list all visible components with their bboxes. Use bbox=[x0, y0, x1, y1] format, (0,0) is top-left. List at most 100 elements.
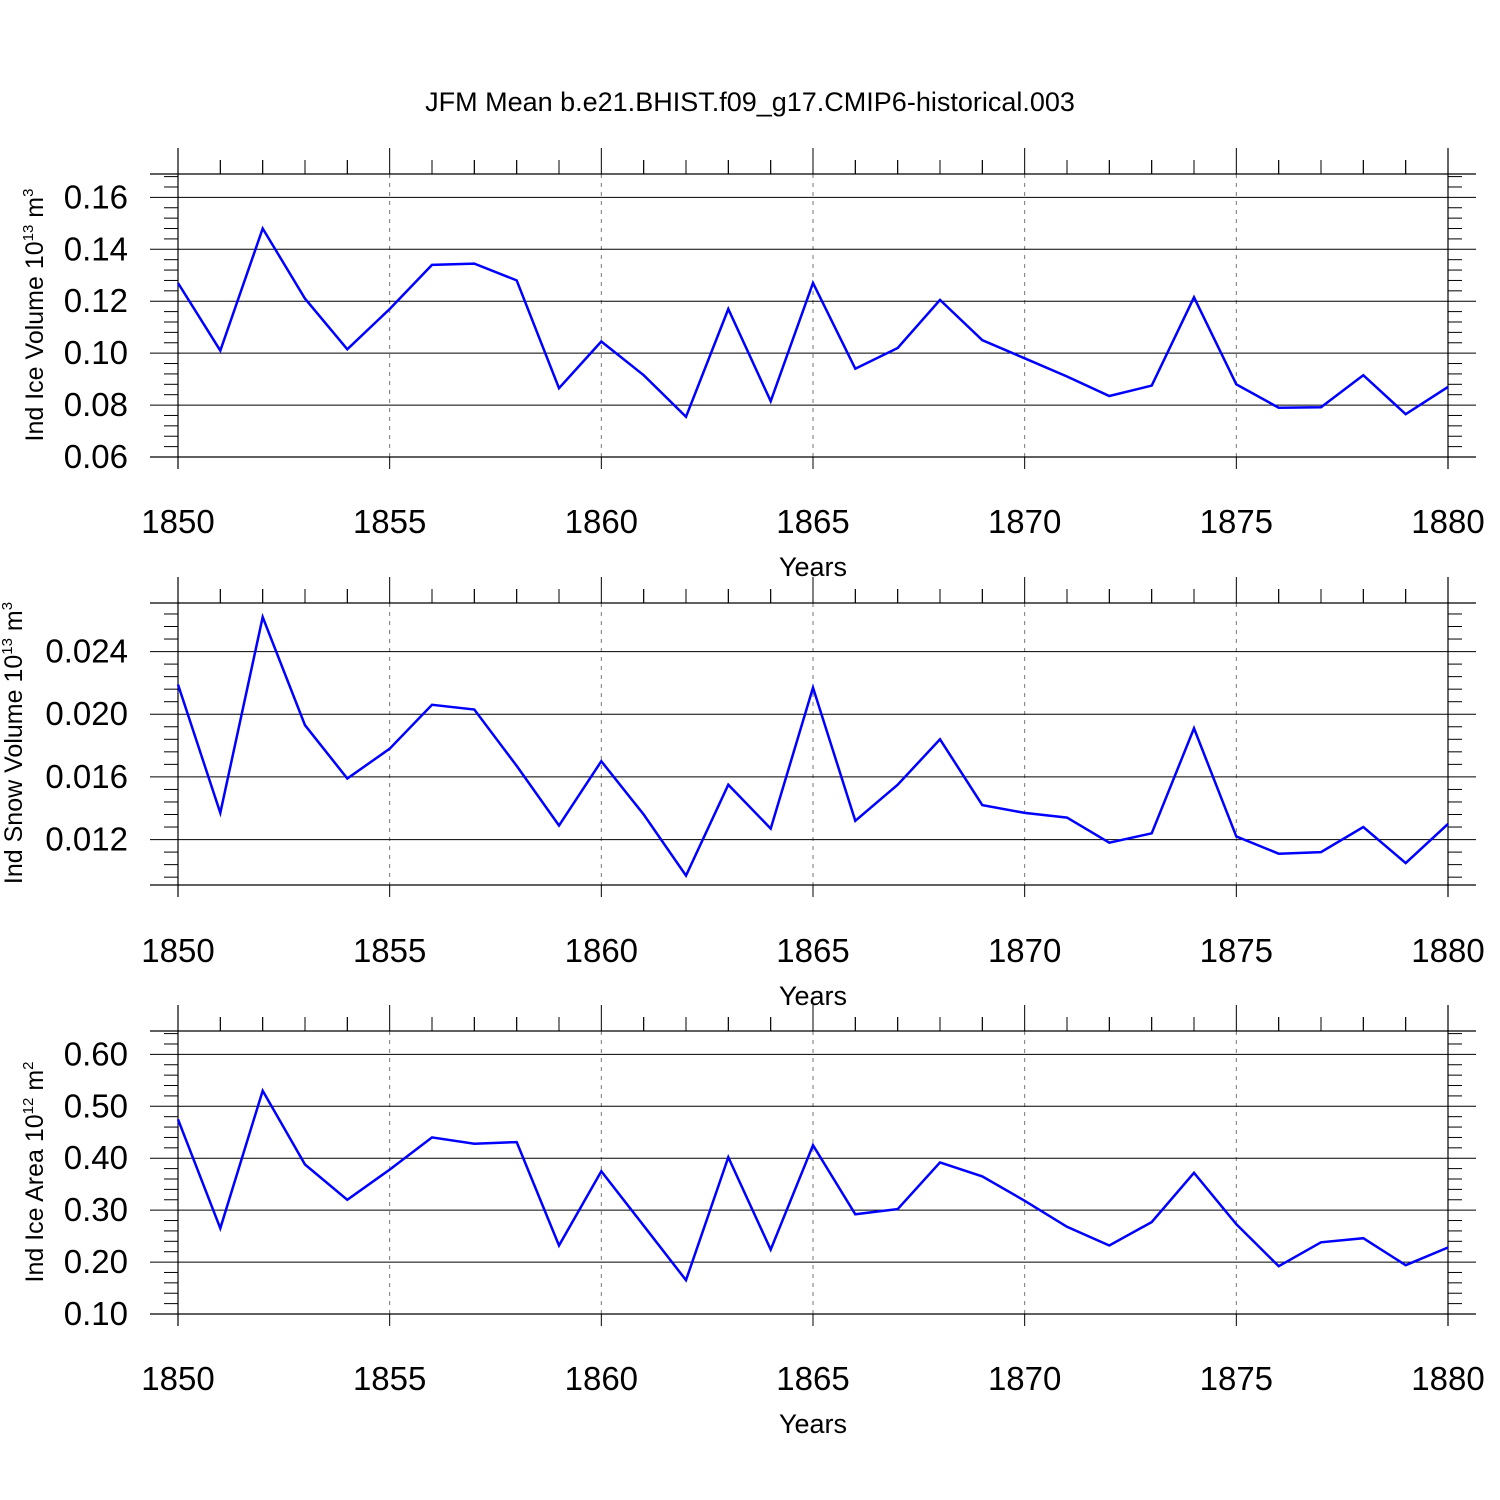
data-point bbox=[1320, 851, 1322, 853]
data-point bbox=[770, 400, 772, 402]
data-point bbox=[981, 339, 983, 341]
data-point bbox=[516, 279, 518, 281]
series-line bbox=[176, 1087, 1449, 1283]
y-tick-label: 0.20 bbox=[64, 1243, 128, 1280]
x-tick-label: 1865 bbox=[776, 503, 849, 540]
data-point bbox=[812, 687, 814, 689]
data-point bbox=[1278, 407, 1280, 409]
data-point bbox=[854, 1213, 856, 1215]
y-tick-label: 0.012 bbox=[45, 821, 128, 858]
data-point bbox=[1066, 1226, 1068, 1228]
data-point bbox=[1024, 357, 1026, 359]
data-point bbox=[389, 1169, 391, 1171]
data-point bbox=[389, 308, 391, 310]
data-point bbox=[897, 347, 899, 349]
data-point bbox=[1447, 386, 1449, 388]
data-point bbox=[685, 1279, 687, 1281]
data-point bbox=[1320, 1241, 1322, 1243]
data-point bbox=[1362, 1237, 1364, 1239]
data-point bbox=[262, 228, 264, 230]
data-point bbox=[346, 1199, 348, 1201]
data-point bbox=[1235, 383, 1237, 385]
y-tick-label: 0.50 bbox=[64, 1087, 128, 1124]
x-tick-label: 1850 bbox=[141, 503, 214, 540]
y-tick-label: 0.10 bbox=[64, 1295, 128, 1332]
data-point bbox=[770, 1249, 772, 1251]
data-point bbox=[516, 1141, 518, 1143]
y-axis-label: Ind Ice Volume 1013 m3 bbox=[20, 189, 49, 442]
data-point bbox=[1278, 1265, 1280, 1267]
data-point bbox=[981, 1175, 983, 1177]
data-point bbox=[262, 616, 264, 618]
x-tick-label: 1880 bbox=[1411, 1360, 1484, 1397]
x-tick-label: 1880 bbox=[1411, 932, 1484, 969]
data-point bbox=[643, 1225, 645, 1227]
data-point bbox=[304, 1163, 306, 1165]
x-tick-label: 1865 bbox=[776, 932, 849, 969]
data-point bbox=[981, 804, 983, 806]
y-tick-label: 0.60 bbox=[64, 1035, 128, 1072]
chart-panel-1: 0.06 0.08 0.10 0.12 0.14 0.16 1850 1855 1860 1865… bbox=[20, 148, 1485, 582]
x-tick-label: 1875 bbox=[1200, 503, 1273, 540]
data-point bbox=[1151, 385, 1153, 387]
data-point bbox=[685, 875, 687, 877]
data-point bbox=[1362, 374, 1364, 376]
data-point bbox=[600, 760, 602, 762]
x-axis-label: Years bbox=[779, 1409, 847, 1439]
x-tick-label: 1860 bbox=[565, 932, 638, 969]
data-point bbox=[1108, 842, 1110, 844]
data-point bbox=[1362, 826, 1364, 828]
data-point bbox=[177, 683, 179, 685]
x-tick-label: 1850 bbox=[141, 1360, 214, 1397]
data-point bbox=[1024, 1200, 1026, 1202]
data-point bbox=[812, 282, 814, 284]
x-tick-label: 1860 bbox=[565, 503, 638, 540]
data-point bbox=[346, 348, 348, 350]
data-point bbox=[304, 298, 306, 300]
data-point bbox=[1405, 862, 1407, 864]
data-point bbox=[177, 282, 179, 284]
data-point bbox=[854, 368, 856, 370]
data-point bbox=[558, 1244, 560, 1246]
data-point bbox=[262, 1090, 264, 1092]
data-point bbox=[558, 824, 560, 826]
data-point bbox=[1278, 853, 1280, 855]
x-tick-label: 1870 bbox=[988, 503, 1061, 540]
data-point bbox=[727, 308, 729, 310]
data-point bbox=[1320, 406, 1322, 408]
data-point bbox=[812, 1144, 814, 1146]
data-point bbox=[685, 416, 687, 418]
y-tick-label: 0.40 bbox=[64, 1139, 128, 1176]
data-point bbox=[431, 704, 433, 706]
y-tick-label: 0.10 bbox=[64, 334, 128, 371]
data-point bbox=[304, 724, 306, 726]
y-tick-label: 0.06 bbox=[64, 438, 128, 475]
data-point bbox=[1235, 835, 1237, 837]
y-tick-label: 0.14 bbox=[64, 230, 128, 267]
data-point bbox=[643, 814, 645, 816]
data-point bbox=[1447, 1247, 1449, 1249]
data-point bbox=[939, 738, 941, 740]
y-axis-label: Ind Ice Area 1012 m2 bbox=[20, 1062, 49, 1283]
y-tick-label: 0.020 bbox=[45, 695, 128, 732]
x-tick-label: 1870 bbox=[988, 1360, 1061, 1397]
data-point bbox=[177, 1118, 179, 1120]
data-point bbox=[727, 784, 729, 786]
y-tick-label: 0.08 bbox=[64, 386, 128, 423]
data-point bbox=[473, 263, 475, 265]
series-line bbox=[176, 225, 1449, 420]
data-point bbox=[854, 820, 856, 822]
data-point bbox=[600, 340, 602, 342]
x-tick-label: 1875 bbox=[1200, 932, 1273, 969]
data-point bbox=[431, 264, 433, 266]
data-point bbox=[219, 350, 221, 352]
data-point bbox=[939, 299, 941, 301]
data-point bbox=[431, 1136, 433, 1138]
chart-panel-3: 0.10 0.20 0.30 0.40 0.50 0.60 1850 1855 1860 1865… bbox=[20, 1005, 1485, 1439]
data-point bbox=[1066, 817, 1068, 819]
x-tick-label: 1855 bbox=[353, 932, 426, 969]
x-tick-label: 1880 bbox=[1411, 503, 1484, 540]
data-point bbox=[473, 1143, 475, 1145]
